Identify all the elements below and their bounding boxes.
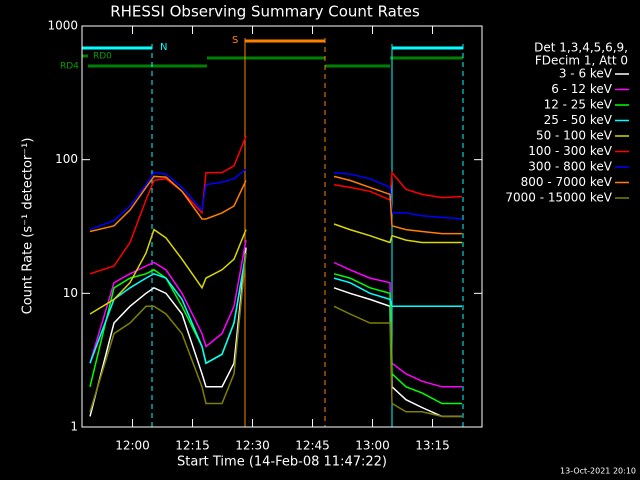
- legend-header: Det 1,3,4,5,6,9,: [534, 41, 628, 55]
- chart-title: RHESSI Observing Summary Count Rates: [110, 3, 420, 21]
- flag-bars: [82, 39, 463, 68]
- y-axis-label: Count Rate (s⁻¹ detector⁻¹): [21, 138, 36, 315]
- y-tick-label: 100: [55, 152, 78, 166]
- series-line: [89, 239, 247, 364]
- legend-label: 100 - 300 keV: [528, 144, 612, 158]
- series-line: [89, 252, 247, 365]
- legend-label: 3 - 6 keV: [559, 67, 613, 81]
- x-tick-label: 12:30: [235, 439, 270, 453]
- legend-label: 25 - 50 keV: [544, 113, 613, 127]
- series-line: [333, 273, 462, 405]
- y-tick-label: 1000: [47, 19, 78, 33]
- series-line: [89, 175, 247, 233]
- legend-label: 50 - 100 keV: [536, 129, 613, 143]
- series-line: [333, 277, 462, 308]
- x-tick-label: 12:45: [295, 439, 330, 453]
- x-tick-label: 13:00: [355, 439, 390, 453]
- series-line: [89, 168, 247, 231]
- annotation: N: [160, 42, 167, 53]
- plot-frame: [81, 25, 483, 428]
- x-tick-label: 13:15: [415, 439, 450, 453]
- y-tick-label: 1: [70, 420, 78, 434]
- series-line: [89, 228, 247, 315]
- legend-header: FDecim 1, Att 0: [535, 54, 628, 68]
- annotation: RD4: [60, 62, 79, 72]
- series-line: [333, 171, 463, 220]
- series-line: [333, 305, 462, 418]
- x-tick-label: 12:00: [115, 439, 150, 453]
- series-line: [333, 223, 462, 244]
- legend-label: 7000 - 15000 keV: [505, 191, 612, 205]
- series-line: [89, 247, 247, 417]
- series-line: [89, 135, 247, 275]
- legend-label: 300 - 800 keV: [528, 160, 612, 174]
- footer: 13-Oct-2021 20:10: [560, 467, 636, 476]
- legend-label: 12 - 25 keV: [544, 98, 613, 112]
- series-line: [333, 287, 462, 418]
- series-line: [333, 170, 463, 202]
- event-lines: [151, 38, 464, 427]
- plot-area: [89, 135, 463, 418]
- y-tick-label: 10: [63, 286, 78, 300]
- series-line: [89, 253, 247, 413]
- x-tick-label: 12:15: [175, 439, 210, 453]
- x-axis-label: Start Time (14-Feb-08 11:47:22): [177, 455, 387, 470]
- series-line: [333, 175, 462, 235]
- annotation: S: [232, 35, 238, 46]
- series-line: [333, 261, 462, 388]
- legend-label: 6 - 12 keV: [551, 82, 613, 96]
- annotation: RD0: [93, 52, 112, 62]
- legend-label: 800 - 7000 keV: [521, 175, 613, 189]
